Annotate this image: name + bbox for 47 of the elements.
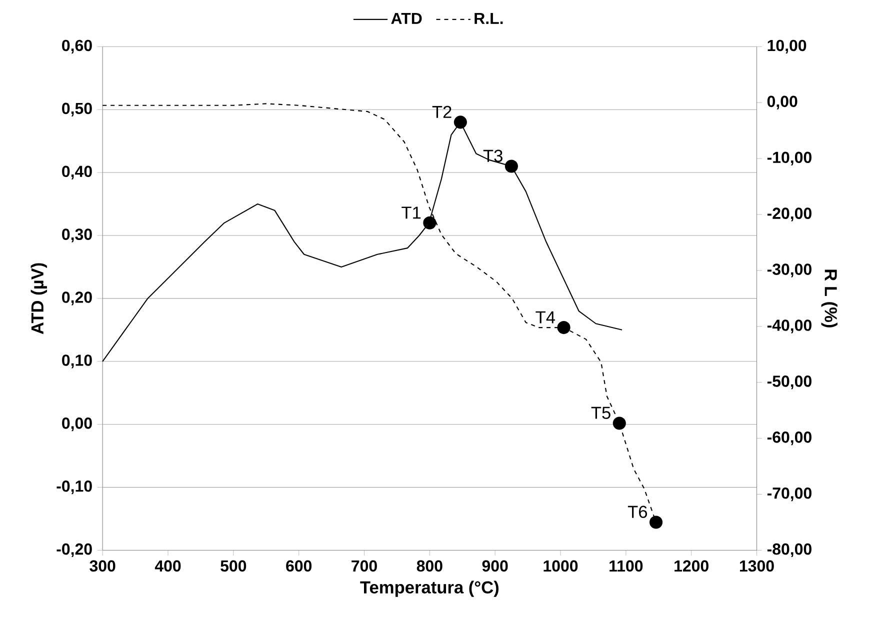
legend-label: R.L.	[474, 13, 503, 24]
y2-tick-label: -70,00	[767, 488, 812, 502]
y2-tick-label: -80,00	[767, 543, 812, 558]
data-label: T6	[628, 506, 648, 518]
legend-label: ATD	[391, 13, 422, 24]
y-tick-label: 0,50	[62, 102, 92, 116]
y-tick-label: -0,10	[56, 480, 92, 494]
data-label: T1	[402, 206, 421, 219]
x-tick-label: 600	[286, 560, 312, 572]
data-label: T5	[591, 406, 610, 420]
point	[612, 416, 626, 430]
point	[557, 321, 570, 334]
x-tick-label: 1200	[674, 560, 708, 572]
y2-tick-label: 10,00	[768, 40, 806, 54]
y2-tick-label: -50,00	[767, 376, 812, 390]
x-tick-label: 400	[154, 560, 181, 572]
y-tick-label: 0,20	[62, 292, 92, 306]
point	[504, 160, 518, 173]
point	[454, 116, 467, 129]
x-tick-label: 500	[220, 560, 246, 572]
y2-tick-label: -10,00	[767, 152, 812, 166]
x-tick-label: 800	[416, 560, 442, 572]
x-tick-label: 1100	[610, 560, 643, 572]
y2-tick-label: -60,00	[767, 432, 812, 446]
y2-tick-label: -30,00	[767, 264, 812, 278]
y2-tick-label: 0,00	[767, 96, 798, 110]
y-tick-label: 0,60	[62, 40, 92, 54]
x-axis-title: Temperatura (°C)	[360, 580, 499, 597]
data-label: T3	[483, 150, 502, 162]
y-tick-label: 0,00	[62, 418, 92, 432]
y-axis-title: ATD (µV)	[30, 263, 47, 334]
point	[649, 516, 663, 529]
x-tick-label: 900	[482, 560, 508, 572]
x-tick-label: 1300	[740, 560, 774, 572]
point	[423, 216, 436, 230]
y2-axis-title: R L (%)	[821, 270, 838, 328]
x-tick-label: 700	[352, 560, 377, 572]
y-tick-label: -0,20	[56, 543, 92, 558]
y2-tick-label: -20,00	[767, 208, 812, 222]
y-tick-label: 0,30	[62, 228, 92, 242]
x-tick-label: 1000	[544, 560, 578, 572]
data-label: T4	[536, 311, 556, 324]
y-tick-label: 0,10	[62, 354, 92, 368]
y-tick-label: 0,40	[62, 166, 92, 180]
x-tick-label: 300	[90, 560, 116, 572]
y2-tick-label: -40,00	[767, 320, 812, 334]
data-label: T2	[432, 106, 452, 118]
